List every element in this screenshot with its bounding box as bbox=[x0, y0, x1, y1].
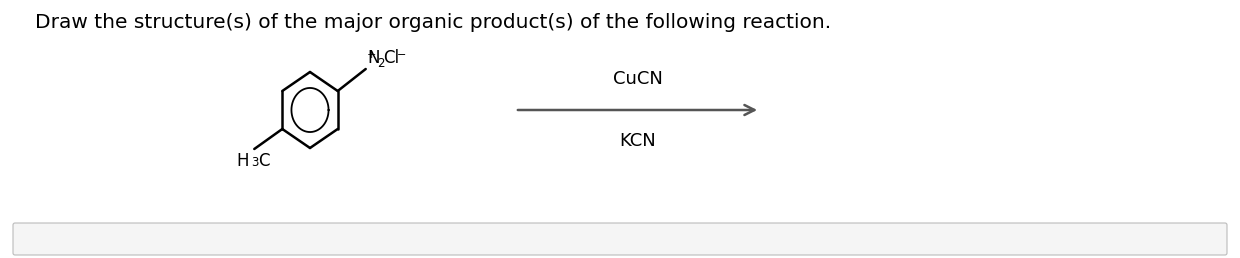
Text: −: − bbox=[397, 50, 405, 60]
Text: Cl: Cl bbox=[383, 49, 399, 67]
Text: CuCN: CuCN bbox=[613, 70, 662, 88]
Text: C: C bbox=[258, 152, 270, 170]
FancyBboxPatch shape bbox=[12, 223, 1228, 255]
Text: +: + bbox=[367, 50, 376, 60]
Text: KCN: KCN bbox=[619, 132, 656, 150]
Text: Draw the structure(s) of the major organic product(s) of the following reaction.: Draw the structure(s) of the major organ… bbox=[35, 13, 831, 32]
Text: 2: 2 bbox=[377, 57, 384, 70]
Text: H: H bbox=[237, 152, 249, 170]
Text: N: N bbox=[368, 49, 381, 67]
Text: 3: 3 bbox=[252, 156, 259, 169]
